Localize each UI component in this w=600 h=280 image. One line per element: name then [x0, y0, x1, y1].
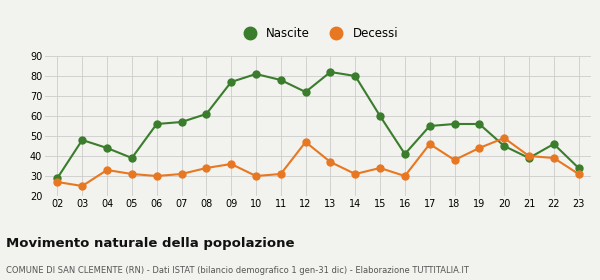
- Decessi: [178, 172, 185, 176]
- Decessi: [103, 168, 110, 172]
- Decessi: [327, 160, 334, 164]
- Decessi: [401, 174, 409, 178]
- Nascite: [476, 122, 483, 126]
- Decessi: [575, 172, 582, 176]
- Decessi: [352, 172, 359, 176]
- Decessi: [426, 142, 433, 146]
- Line: Decessi: Decessi: [54, 134, 582, 190]
- Nascite: [401, 152, 409, 156]
- Legend: Nascite, Decessi: Nascite, Decessi: [233, 23, 403, 45]
- Decessi: [526, 154, 533, 158]
- Nascite: [500, 144, 508, 148]
- Nascite: [575, 166, 582, 170]
- Line: Nascite: Nascite: [54, 69, 582, 181]
- Decessi: [376, 166, 383, 170]
- Nascite: [426, 124, 433, 128]
- Nascite: [178, 120, 185, 124]
- Nascite: [277, 78, 284, 82]
- Nascite: [227, 80, 235, 84]
- Nascite: [376, 114, 383, 118]
- Nascite: [79, 138, 86, 142]
- Nascite: [327, 70, 334, 74]
- Nascite: [153, 122, 160, 126]
- Decessi: [128, 172, 136, 176]
- Text: COMUNE DI SAN CLEMENTE (RN) - Dati ISTAT (bilancio demografico 1 gen-31 dic) - E: COMUNE DI SAN CLEMENTE (RN) - Dati ISTAT…: [6, 266, 469, 275]
- Decessi: [550, 156, 557, 160]
- Text: Movimento naturale della popolazione: Movimento naturale della popolazione: [6, 237, 295, 249]
- Decessi: [54, 180, 61, 184]
- Nascite: [54, 176, 61, 180]
- Nascite: [302, 90, 309, 94]
- Decessi: [451, 158, 458, 162]
- Decessi: [253, 174, 260, 178]
- Nascite: [550, 142, 557, 146]
- Nascite: [352, 74, 359, 78]
- Decessi: [277, 172, 284, 176]
- Nascite: [526, 156, 533, 160]
- Decessi: [500, 136, 508, 140]
- Decessi: [153, 174, 160, 178]
- Decessi: [302, 140, 309, 144]
- Nascite: [451, 122, 458, 126]
- Nascite: [253, 72, 260, 76]
- Nascite: [128, 156, 136, 160]
- Decessi: [79, 184, 86, 188]
- Decessi: [227, 162, 235, 166]
- Nascite: [103, 146, 110, 150]
- Decessi: [203, 166, 210, 170]
- Decessi: [476, 146, 483, 150]
- Nascite: [203, 112, 210, 116]
